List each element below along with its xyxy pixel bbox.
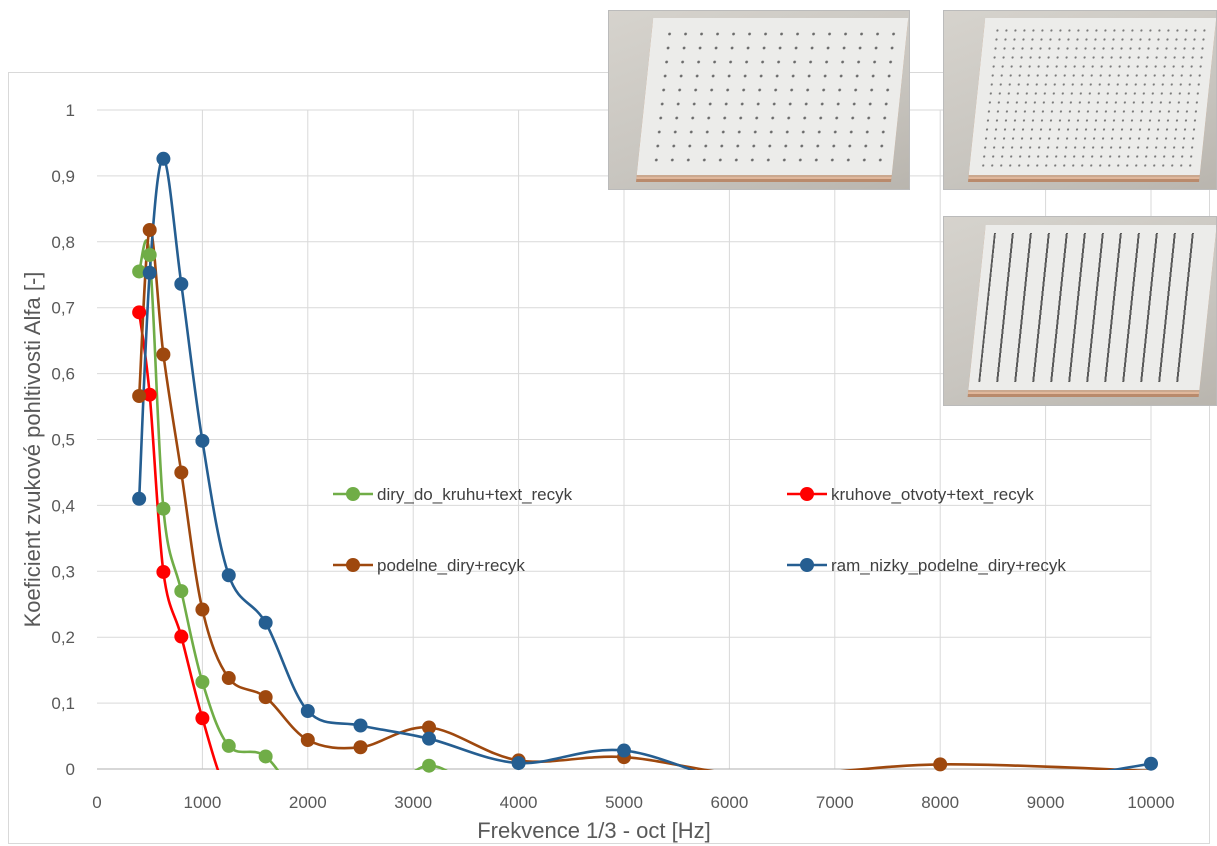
y-tick-label: 0,3 <box>51 562 75 581</box>
data-point <box>142 247 157 262</box>
y-tick-label: 0,5 <box>51 431 75 450</box>
y-tick-label: 0,2 <box>51 628 75 647</box>
data-point <box>422 731 437 746</box>
x-tick-label: 8000 <box>921 793 959 812</box>
data-point <box>300 733 315 748</box>
data-point <box>258 615 273 630</box>
x-tick-label: 5000 <box>605 793 643 812</box>
data-point <box>258 749 273 764</box>
data-point <box>174 584 189 599</box>
panel-photo-dense-holes <box>943 10 1217 190</box>
y-tick-label: 0,1 <box>51 694 75 713</box>
data-point <box>353 718 368 733</box>
data-point <box>221 738 236 753</box>
x-tick-label: 1000 <box>183 793 221 812</box>
x-tick-label: 3000 <box>394 793 432 812</box>
data-point <box>156 151 171 166</box>
legend-label: kruhove_otvoty+text_recyk <box>831 485 1034 504</box>
legend-marker <box>800 487 814 501</box>
data-point <box>174 465 189 480</box>
legend-label: podelne_diry+recyk <box>377 556 525 575</box>
legend-item: ram_nizky_podelne_diry+recyk <box>787 556 1066 575</box>
legend-label: ram_nizky_podelne_diry+recyk <box>831 556 1066 575</box>
data-point <box>353 740 368 755</box>
data-point <box>221 568 236 583</box>
legend-marker <box>346 558 360 572</box>
data-point <box>1144 756 1158 771</box>
x-tick-label: 4000 <box>500 793 538 812</box>
y-tick-label: 0,4 <box>51 496 75 515</box>
legend-item: kruhove_otvoty+text_recyk <box>787 485 1034 504</box>
data-point <box>174 276 189 291</box>
x-tick-label: 10000 <box>1127 793 1174 812</box>
data-point <box>617 743 631 758</box>
data-point <box>132 305 147 320</box>
data-point <box>142 387 157 402</box>
legend-marker <box>800 558 814 572</box>
legend-label: diry_do_kruhu+text_recyk <box>377 485 573 504</box>
data-point <box>221 671 236 686</box>
y-tick-label: 1 <box>66 101 75 120</box>
data-point <box>195 711 210 726</box>
markers-group <box>132 151 1158 773</box>
y-tick-label: 0,8 <box>51 233 75 252</box>
data-point <box>422 720 437 735</box>
panel-photo-round-pattern <box>608 10 910 190</box>
data-point <box>511 756 526 771</box>
y-axis-title: Koeficient zvukové pohltivosti Alfa [-] <box>20 272 45 628</box>
data-point <box>195 675 210 690</box>
data-point <box>300 704 315 719</box>
y-tick-label: 0,6 <box>51 365 75 384</box>
x-axis-title: Frekvence 1/3 - oct [Hz] <box>477 818 711 843</box>
gridlines <box>97 109 1152 769</box>
x-tick-label: 0 <box>92 793 101 812</box>
data-point <box>156 347 171 362</box>
data-point <box>156 564 171 579</box>
data-point <box>142 265 157 280</box>
legend-marker <box>346 487 360 501</box>
panel-photo-longitudinal-slots <box>943 216 1217 406</box>
data-point <box>132 389 147 404</box>
y-tick-labels: 0 0,1 0,2 0,3 0,4 0,5 0,6 0,7 0,8 0,9 1 <box>51 101 75 779</box>
x-tick-label: 9000 <box>1027 793 1065 812</box>
x-tick-label: 7000 <box>816 793 854 812</box>
y-tick-label: 0,7 <box>51 299 75 318</box>
x-tick-labels: 0 1000 2000 3000 4000 5000 6000 7000 8000 9000 100… <box>92 793 1174 812</box>
legend-item: podelne_diry+recyk <box>333 556 525 575</box>
data-point <box>195 602 210 617</box>
data-point <box>142 222 157 237</box>
data-point <box>132 264 147 279</box>
x-tick-label: 2000 <box>289 793 327 812</box>
data-point <box>132 491 147 506</box>
legend: diry_do_kruhu+text_recyk kruhove_otvoty+t… <box>333 485 1066 575</box>
legend-item: diry_do_kruhu+text_recyk <box>333 485 573 504</box>
data-point <box>258 690 273 705</box>
y-tick-label: 0,9 <box>51 167 75 186</box>
data-point <box>174 629 189 644</box>
data-point <box>422 758 437 773</box>
data-point <box>195 433 210 448</box>
data-point <box>933 757 948 772</box>
x-tick-label: 6000 <box>710 793 748 812</box>
y-tick-label: 0 <box>66 760 75 779</box>
data-point <box>156 501 171 516</box>
